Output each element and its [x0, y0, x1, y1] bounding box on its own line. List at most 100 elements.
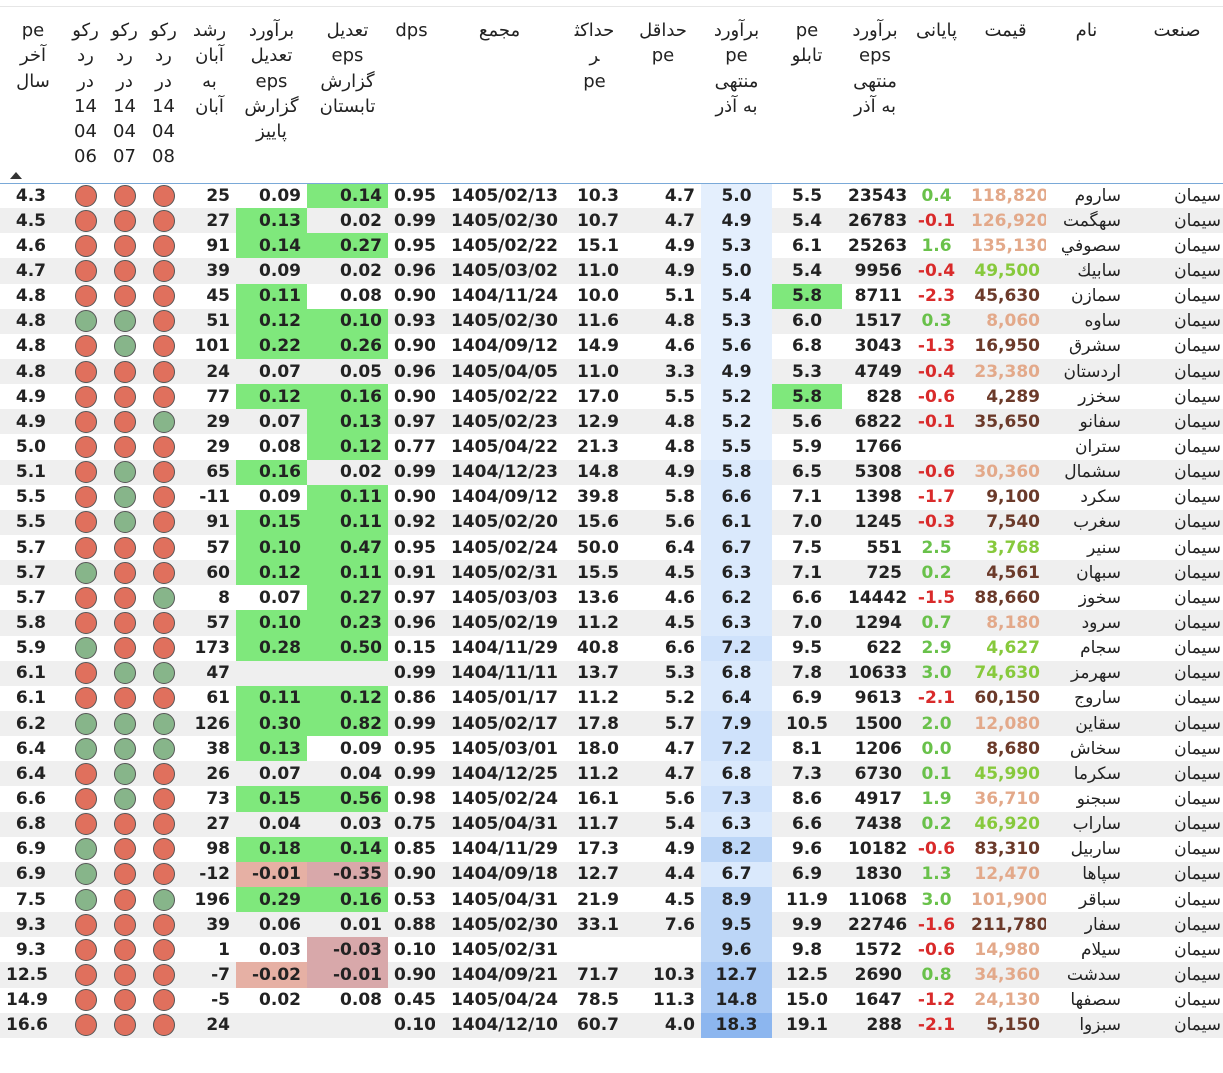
col-header-pe-board[interactable]: pe تابلو — [772, 14, 842, 184]
dps-cell: 0.90 — [388, 962, 435, 988]
meeting-cell: 1405/02/13 — [435, 183, 564, 209]
col-header-aban-growth[interactable]: رشد آبان به آبان — [183, 14, 236, 184]
industry-cell: سیمان — [1127, 736, 1223, 762]
dps-cell: 0.92 — [388, 509, 435, 535]
table-row[interactable]: 9.3 39 0.06 0.01 0.88 1405/02/30 33.1 7.6 9.5 9.9… — [0, 912, 1223, 938]
col-header-price[interactable]: قیمت — [965, 14, 1046, 184]
price-cell: 118,820 — [965, 183, 1046, 209]
col-header-name[interactable]: نام — [1046, 14, 1127, 184]
industry-cell: سیمان — [1127, 333, 1223, 359]
table-row[interactable]: 6.8 27 0.04 0.03 0.75 1405/04/31 11.7 5.4 6.3 6.6… — [0, 811, 1223, 837]
pe-year-end-cell: 5.1 — [0, 459, 66, 485]
meeting-cell: 1404/11/11 — [435, 660, 564, 686]
table-row[interactable]: 4.7 39 0.09 0.02 0.96 1405/03/02 11.0 4.9 5.0 5.4… — [0, 258, 1223, 284]
table-row[interactable]: 4.9 77 0.12 0.16 0.90 1405/02/22 17.0 5.5 5.2 5.8… — [0, 384, 1223, 410]
table-row[interactable]: 4.8 51 0.12 0.10 0.93 1405/02/30 11.6 4.8 5.3 6.0… — [0, 308, 1223, 334]
table-row[interactable]: 4.6 91 0.14 0.27 0.95 1405/02/22 15.1 4.9 5.3 6.1… — [0, 233, 1223, 259]
price-cell: 23,380 — [965, 358, 1046, 385]
pe-min-cell: 4.8 — [625, 409, 701, 435]
col-header-meeting[interactable]: مجمع — [435, 14, 564, 184]
table-row[interactable]: 4.8 101 0.22 0.26 0.90 1404/09/12 14.9 4.6 5.6 6.… — [0, 333, 1223, 359]
col-header-dps[interactable]: dps — [388, 14, 435, 184]
table-row[interactable]: 6.9 98 0.18 0.14 0.85 1404/11/29 17.3 4.9 8.2 9.6… — [0, 836, 1223, 862]
col-header-pe-estimate-dec[interactable]: برآورد pe منتهی به آذر — [701, 14, 772, 184]
price-cell: 3,768 — [965, 534, 1046, 561]
table-row[interactable]: 6.9 -12 -0.01 -0.35 0.90 1404/09/18 12.7 4.4 6.7… — [0, 861, 1223, 887]
price-cell: 7,540 — [965, 509, 1046, 535]
table-row[interactable]: 4.9 29 0.07 0.13 0.97 1405/02/23 12.9 4.8 5.2 5.6… — [0, 409, 1223, 435]
red-circle-icon — [74, 285, 97, 308]
sort-ascending-icon[interactable] — [10, 171, 22, 179]
industry-cell: سیمان — [1127, 434, 1223, 460]
col-header-industry[interactable]: صنعت — [1127, 14, 1223, 184]
industry-cell: سیمان — [1127, 811, 1223, 837]
header-label: رکو رد در 14 04 08 — [150, 18, 177, 170]
table-row[interactable]: 4.8 45 0.11 0.08 0.90 1404/11/24 10.0 5.1 5.4 5.8… — [0, 283, 1223, 309]
table-row[interactable]: 5.1 65 0.16 0.02 0.99 1404/12/23 14.8 4.9 5.8 6.5… — [0, 459, 1223, 485]
rec-140406-cell — [66, 233, 105, 259]
table-row[interactable]: 4.5 27 0.13 0.02 0.99 1405/02/30 10.7 4.7 4.9 5.4… — [0, 208, 1223, 234]
rec-140408-cell — [144, 358, 183, 385]
col-header-eps-adj-autumn[interactable]: برآورد تعدیل eps گزارش پاییز — [236, 14, 307, 184]
eps-adj-autumn-cell: -0.01 — [236, 861, 307, 887]
table-row[interactable]: 4.8 24 0.07 0.05 0.96 1405/04/05 11.0 3.3 4.9 5.3… — [0, 358, 1223, 385]
eps-adj-summer-cell: 0.09 — [307, 736, 388, 762]
industry-cell: سیمان — [1127, 886, 1223, 913]
pe-board-cell: 7.0 — [772, 610, 842, 636]
red-circle-icon — [113, 586, 136, 609]
table-row[interactable]: 5.8 57 0.10 0.23 0.96 1405/02/19 11.2 4.5 6.3 7.0… — [0, 610, 1223, 636]
header-label: پایانی — [914, 18, 959, 43]
rec-140406-cell — [66, 610, 105, 636]
table-row[interactable]: 7.5 196 0.29 0.16 0.53 1405/04/31 21.9 4.5 8.9 11… — [0, 886, 1223, 913]
rec-140407-cell — [105, 258, 144, 284]
rec-140407-cell — [105, 208, 144, 234]
table-row[interactable]: 6.1 61 0.11 0.12 0.86 1405/01/17 11.2 5.2 6.4 6.9… — [0, 685, 1223, 711]
header-label: dps — [394, 18, 429, 43]
red-circle-icon — [152, 209, 175, 232]
col-header-close[interactable]: پایانی — [908, 14, 965, 184]
red-circle-icon — [74, 335, 97, 358]
table-row[interactable]: 16.6 24 0.10 1404/12/10 60.7 4.0 18.3 19.1 288 -2… — [0, 1012, 1223, 1038]
col-header-rec-140406[interactable]: رکو رد در 14 04 06 — [66, 14, 105, 184]
col-header-pe-max[interactable]: حداکثر pe — [564, 14, 625, 184]
col-header-rec-140408[interactable]: رکو رد در 14 04 08 — [144, 14, 183, 184]
table-row[interactable]: 5.7 60 0.12 0.11 0.91 1405/02/31 15.5 4.5 6.3 7.1… — [0, 560, 1223, 586]
table-row[interactable]: 4.3 25 0.09 0.14 0.95 1405/02/13 10.3 4.7 5.0 5.5… — [0, 183, 1223, 209]
pe-max-cell: 16.1 — [564, 786, 625, 812]
red-circle-icon — [152, 360, 175, 383]
red-circle-icon — [113, 611, 136, 634]
pe-min-cell: 4.5 — [625, 560, 701, 586]
table-row[interactable]: 6.4 26 0.07 0.04 0.99 1404/12/25 11.2 4.7 6.8 7.3… — [0, 761, 1223, 787]
col-header-rec-140407[interactable]: رکو رد در 14 04 07 — [105, 14, 144, 184]
eps-adj-autumn-cell: 0.29 — [236, 886, 307, 913]
eps-estimate-dec-cell: 1294 — [842, 610, 908, 636]
red-circle-icon — [113, 963, 136, 986]
col-header-eps-estimate-dec[interactable]: برآورد eps منتهی به آذر — [842, 14, 908, 184]
table-row[interactable]: 14.9 -5 0.02 0.08 0.45 1405/04/24 78.5 11.3 14.8… — [0, 987, 1223, 1013]
rec-140406-cell — [66, 660, 105, 686]
table-row[interactable]: 9.3 1 0.03 -0.03 0.10 1405/02/31 9.6 9.8 1572 -0.… — [0, 937, 1223, 963]
table-row[interactable]: 6.2 126 0.30 0.82 0.99 1405/02/17 17.8 5.7 7.9 10… — [0, 710, 1223, 737]
price-cell: 24,130 — [965, 987, 1046, 1013]
col-header-pe-min[interactable]: حداقل pe — [625, 14, 701, 184]
table-row[interactable]: 6.1 47 0.99 1404/11/11 13.7 5.3 6.8 7.8 10633 3.0… — [0, 660, 1223, 686]
table-row[interactable]: 5.9 173 0.28 0.50 0.15 1404/11/29 40.8 6.6 7.2 9.… — [0, 635, 1223, 661]
table-row[interactable]: 5.5 -11 0.09 0.11 0.90 1404/09/12 39.8 5.8 6.6 7.… — [0, 484, 1223, 510]
header-line: آبان — [195, 45, 224, 67]
red-circle-icon — [74, 662, 97, 685]
pe-board-cell: 7.1 — [772, 560, 842, 586]
table-row[interactable]: 5.5 91 0.15 0.11 0.92 1405/02/20 15.6 5.6 6.1 7.0… — [0, 509, 1223, 535]
table-row[interactable]: 5.0 29 0.08 0.12 0.77 1405/04/22 21.3 4.8 5.5 5.9… — [0, 434, 1223, 460]
symbol-name-cell: سفانو — [1046, 409, 1127, 435]
table-row[interactable]: 6.6 73 0.15 0.56 0.98 1405/02/24 16.1 5.6 7.3 8.6… — [0, 786, 1223, 812]
table-row[interactable]: 6.4 38 0.13 0.09 0.95 1405/03/01 18.0 4.7 7.2 8.1… — [0, 736, 1223, 762]
close-change-cell — [908, 434, 965, 460]
col-header-eps-adj-summer[interactable]: تعدیل eps گزارش تابستان — [307, 14, 388, 184]
red-circle-icon — [152, 259, 175, 282]
table-row[interactable]: 5.7 57 0.10 0.47 0.95 1405/02/24 50.0 6.4 6.7 7.5… — [0, 534, 1223, 561]
col-header-pe-year-end[interactable]: pe آخر سال — [0, 14, 66, 184]
red-circle-icon — [74, 234, 97, 257]
header-line: برآورد — [248, 20, 295, 41]
table-row[interactable]: 12.5 -7 -0.02 -0.01 0.90 1404/09/21 71.7 10.3 12… — [0, 962, 1223, 988]
table-row[interactable]: 5.7 8 0.07 0.27 0.97 1405/03/03 13.6 4.6 6.2 6.6 1… — [0, 585, 1223, 611]
